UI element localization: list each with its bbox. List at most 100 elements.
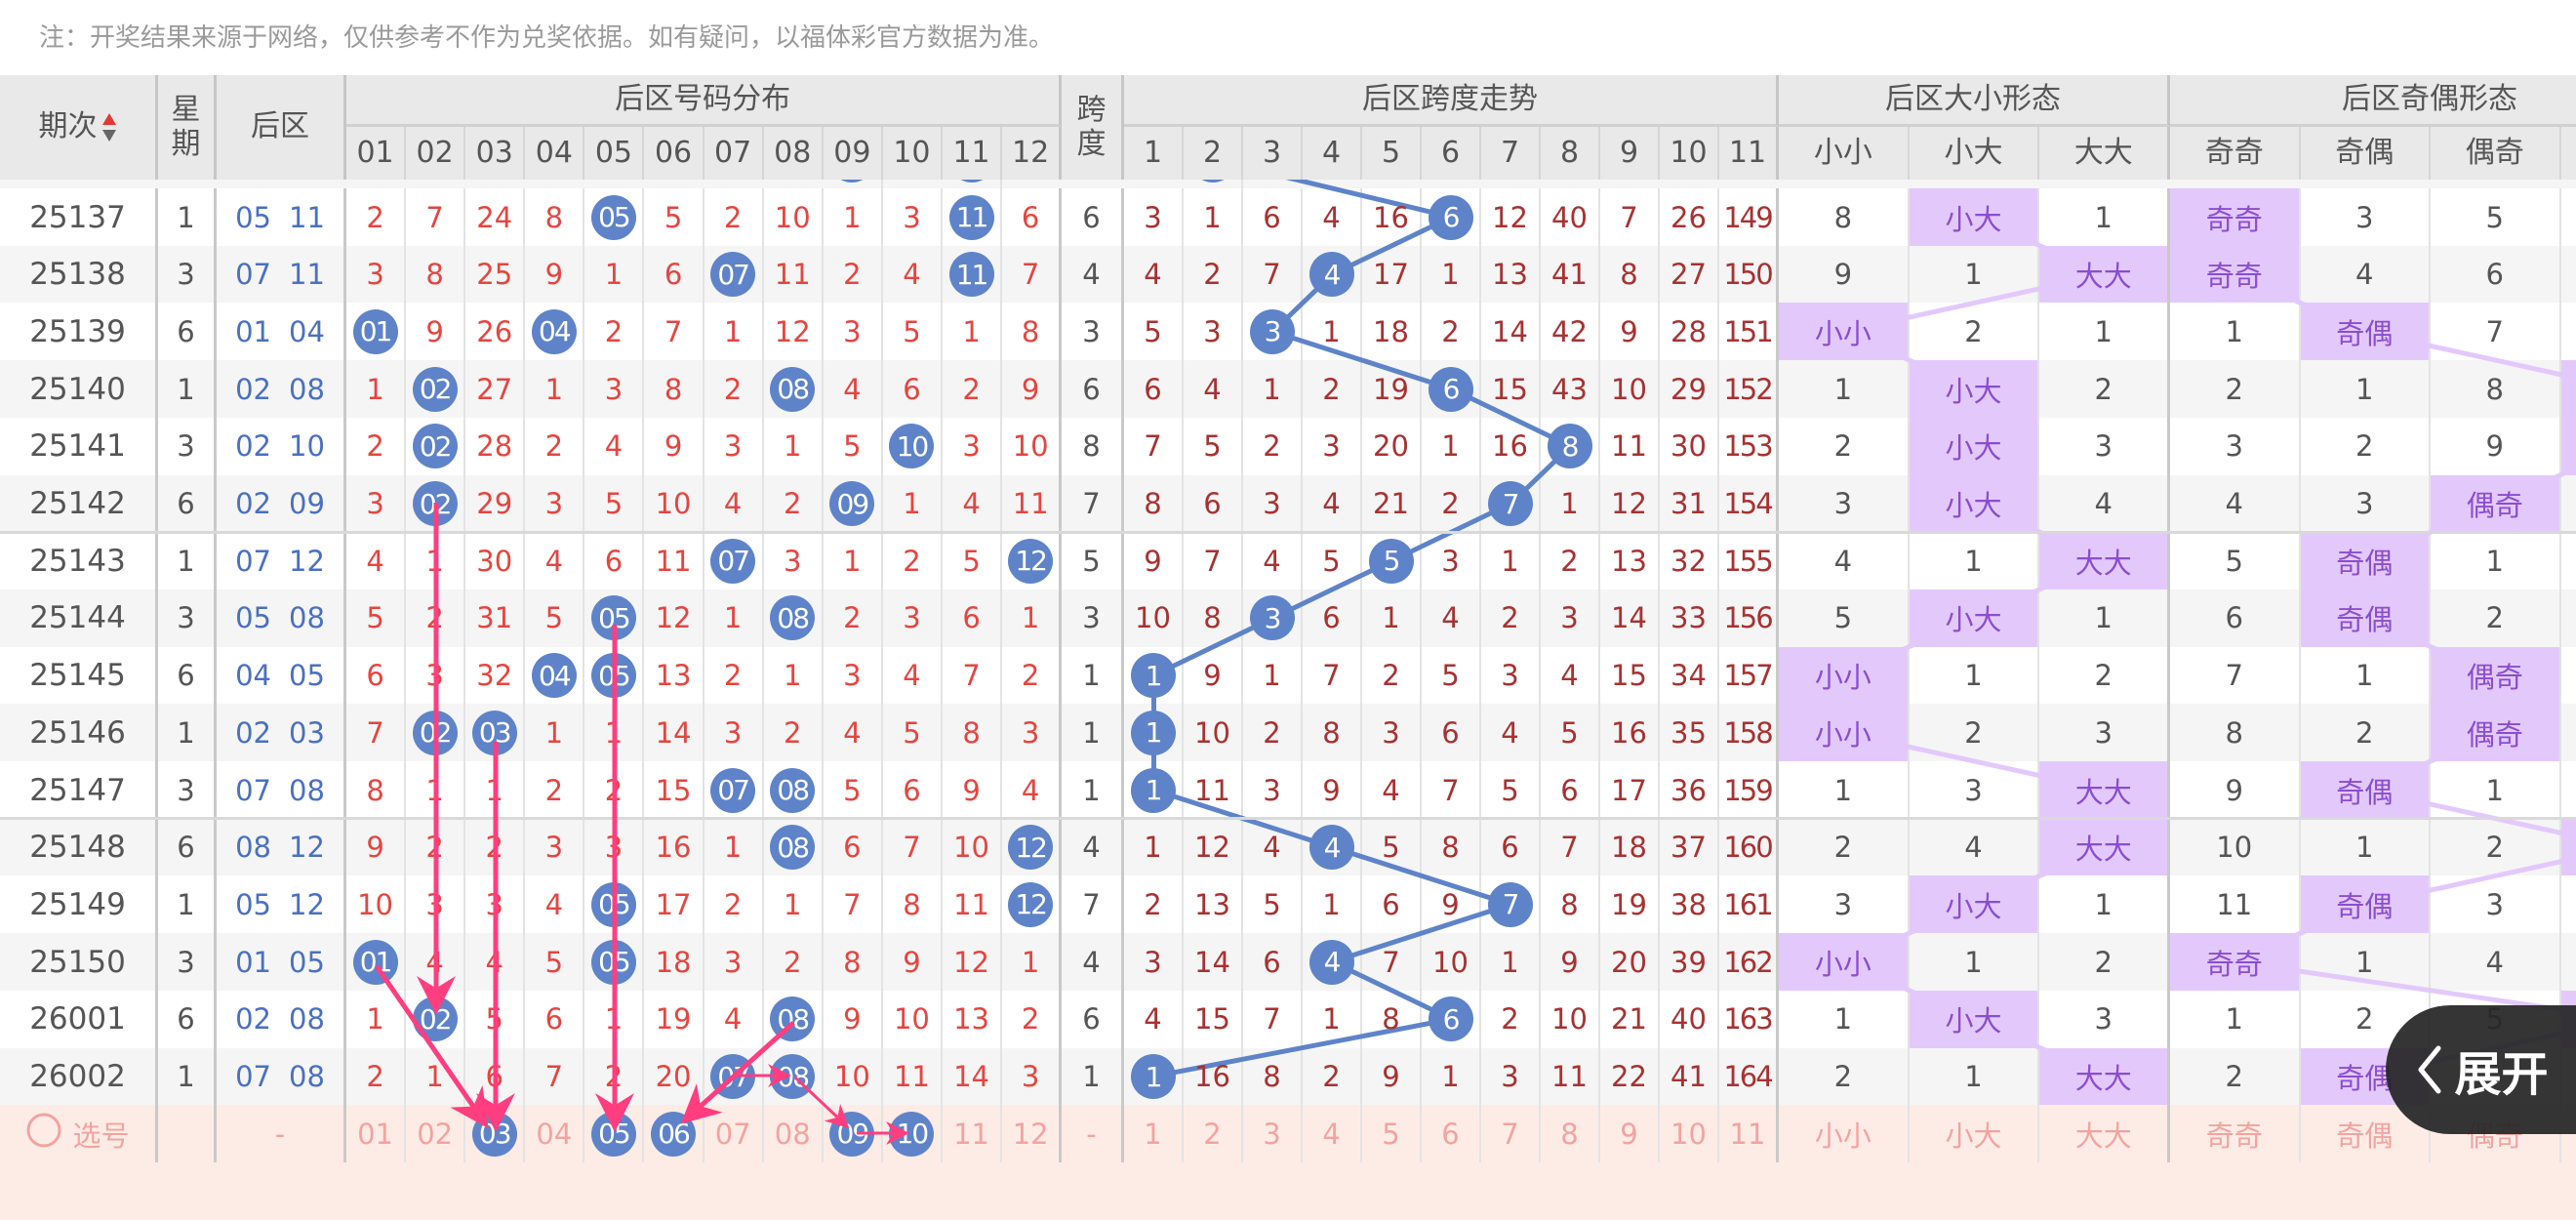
select-cell[interactable]: 选号	[0, 1105, 158, 1162]
select-span-cell[interactable]: 1	[1124, 1105, 1184, 1162]
miss-count: 2	[1322, 1060, 1340, 1093]
select-span-cell[interactable]: 4	[1303, 1105, 1362, 1162]
select-number-cell[interactable]: 02	[406, 1105, 465, 1162]
miss-count: 28	[1670, 315, 1707, 348]
sort-icon[interactable]	[101, 111, 117, 144]
select-number-cell[interactable]: 11	[943, 1105, 1002, 1162]
miss-count: 5	[2486, 201, 2504, 234]
parity-cell: 4	[2431, 933, 2561, 991]
select-span-cell[interactable]: 8	[1541, 1105, 1600, 1162]
miss-count: 9	[664, 429, 682, 463]
miss-count: 2	[962, 373, 980, 406]
trend-cell: 7	[1303, 647, 1362, 705]
selected-ball[interactable]: 03	[472, 1112, 517, 1157]
select-span-cell[interactable]: 10	[1660, 1105, 1719, 1162]
ball-marker: 12	[1008, 825, 1053, 870]
miss-count: 15	[656, 774, 692, 807]
select-number-cell[interactable]: 06	[645, 1105, 704, 1162]
select-number-cell[interactable]: 03	[465, 1105, 525, 1162]
dist-cell: 6	[584, 532, 644, 590]
dist-cell: 07	[704, 246, 764, 304]
miss-count: 41	[1551, 258, 1588, 291]
dist-cell: 3	[1002, 1048, 1062, 1106]
trend-cell: 3	[1422, 532, 1481, 590]
ball-marker: 05	[591, 595, 636, 640]
select-span-cell[interactable]: 7	[1481, 1105, 1541, 1162]
ball-marker: 12	[1008, 882, 1053, 927]
trend-cell: 163	[1719, 991, 1779, 1048]
miss-count: 4	[1560, 659, 1578, 692]
select-span-cell[interactable]: 9	[1600, 1105, 1660, 1162]
trend-cell: 5	[1362, 819, 1422, 876]
dist-cell: 3	[525, 475, 584, 533]
select-number-cell[interactable]: 09	[824, 1105, 883, 1162]
header-issue[interactable]: 期次	[0, 75, 158, 180]
selected-ball[interactable]: 06	[651, 1112, 696, 1157]
select-parity-cell[interactable]: 奇奇	[2170, 1105, 2301, 1162]
miss-count: 8	[962, 716, 980, 750]
header-trend-col: 5	[1362, 127, 1422, 180]
miss-count: 1	[2226, 315, 2243, 348]
back-number: 04	[289, 315, 325, 348]
header-parity-col	[2561, 127, 2576, 180]
select-span-cell[interactable]: 11	[1719, 1105, 1779, 1162]
selected-ball[interactable]: 05	[591, 1112, 636, 1157]
select-size-cell[interactable]: 小小	[1779, 1105, 1910, 1162]
select-span-cell[interactable]: 2	[1184, 1105, 1243, 1162]
trend-cell: 2	[1184, 246, 1243, 304]
size-cell: 3	[2039, 418, 2170, 475]
miss-count: 12	[775, 315, 811, 348]
miss-count: 4	[1144, 1002, 1161, 1036]
miss-count: 3	[605, 831, 623, 864]
trend-cell: 1	[1124, 647, 1184, 705]
miss-count: 1	[545, 373, 563, 406]
size-cell: 3	[1779, 875, 1910, 933]
select-span-cell[interactable]: 6	[1422, 1105, 1481, 1162]
trend-cell: 1	[1124, 704, 1184, 761]
select-number-cell[interactable]: 04	[525, 1105, 584, 1162]
select-number: 08	[775, 1118, 811, 1151]
trend-cell: 11	[1541, 1048, 1600, 1106]
ball-marker: 02	[413, 481, 458, 526]
miss-count: 5	[1382, 831, 1399, 864]
dist-cell: 1	[764, 647, 824, 705]
dist-cell: 6	[1002, 188, 1062, 246]
dist-cell: 1	[346, 360, 406, 418]
selected-ball[interactable]: 09	[829, 1112, 874, 1157]
expand-button[interactable]: 展开	[2386, 1005, 2576, 1134]
select-number-cell[interactable]: 08	[764, 1105, 824, 1162]
miss-count: 1	[425, 774, 443, 807]
parity-pattern-label: 奇偶	[2336, 541, 2393, 582]
miss-count: 1	[605, 716, 623, 750]
select-span-cell[interactable]: 5	[1362, 1105, 1422, 1162]
parity-cell	[2561, 360, 2576, 418]
miss-count: 3	[784, 545, 801, 578]
dist-cell: 7	[525, 1048, 584, 1106]
size-pattern-label: 大大	[2075, 254, 2132, 295]
selected-ball[interactable]: 10	[889, 1112, 934, 1157]
select-size-cell[interactable]: 大大	[2039, 1105, 2170, 1162]
select-number-cell[interactable]: 01	[346, 1105, 406, 1162]
radio-circle-icon[interactable]	[25, 1112, 62, 1156]
select-number-cell[interactable]: 12	[1002, 1105, 1062, 1162]
dist-cell: 14	[943, 1048, 1002, 1106]
size-cell: 小大	[1910, 590, 2040, 647]
miss-count: 3	[2095, 1002, 2113, 1036]
back-number: 07	[235, 774, 271, 807]
parity-cell: 2	[2301, 418, 2432, 475]
trend-cell: 5	[1184, 418, 1243, 475]
trend-cell: 2	[1303, 360, 1362, 418]
select-number-cell[interactable]: 10	[883, 1105, 943, 1162]
select-span-cell[interactable]: 3	[1243, 1105, 1303, 1162]
parity-pattern-label: 奇偶	[2336, 884, 2393, 925]
miss-count: 8	[1322, 716, 1340, 750]
select-size-cell[interactable]: 小大	[1910, 1105, 2040, 1162]
select-number-cell[interactable]: 07	[704, 1105, 764, 1162]
dist-cell: 8	[406, 246, 465, 304]
miss-count: 5	[843, 774, 861, 807]
select-number-cell[interactable]: 05	[584, 1105, 644, 1162]
miss-count: 11	[953, 888, 989, 921]
parity-cell: 8	[2170, 704, 2301, 761]
miss-count: 13	[1492, 258, 1528, 291]
miss-count: 8	[366, 774, 383, 807]
